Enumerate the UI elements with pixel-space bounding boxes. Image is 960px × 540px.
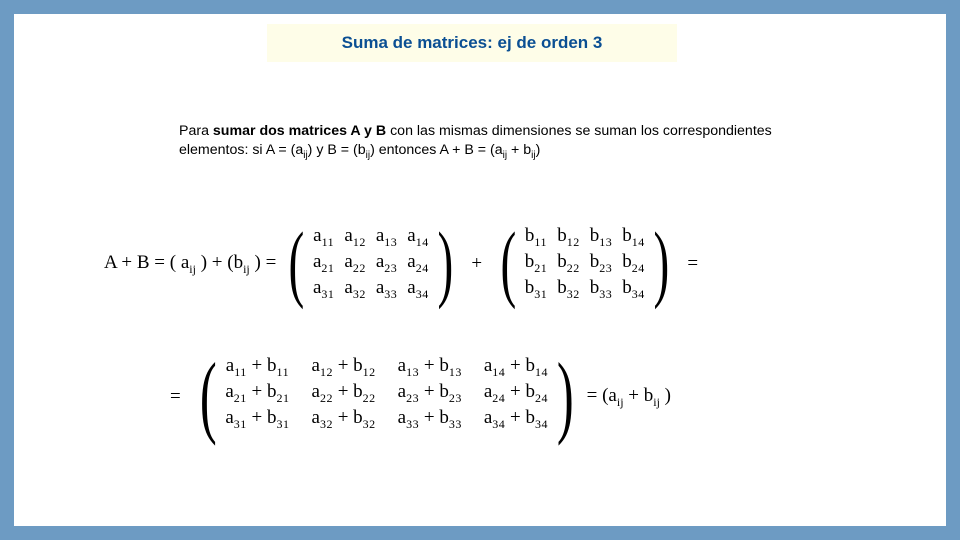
matrix-cell: a24 <box>407 251 428 276</box>
matrix-cell: b32 <box>557 277 580 302</box>
matrix-b-grid: b11 b12 b13 b14 b21 b22 b23 b24 b31 b32 b33 b34 <box>523 224 647 304</box>
equals-op-1: = <box>681 253 704 275</box>
lparen-sum: ( <box>200 352 217 438</box>
eq-r2-ij: ij <box>653 394 660 408</box>
matrix-sum-cell: a33 + b33 <box>398 407 462 432</box>
matrix-sum-cell: a12 + b12 <box>312 355 376 380</box>
matrix-cell: a23 <box>376 251 397 276</box>
rparen-a: ) <box>437 222 453 302</box>
matrix-sum-cell: a11 + b11 <box>226 355 289 380</box>
matrix-cell: b11 <box>525 225 547 250</box>
equation-line-2: = ( a11 + b11 a12 + b12 a13 + b13 a14 + b14… <box>164 354 671 440</box>
matrix-cell: b31 <box>525 277 548 302</box>
matrix-cell: a21 <box>313 251 334 276</box>
matrix-sum-cell: a24 + b24 <box>484 381 548 406</box>
matrix-cell: b33 <box>590 277 613 302</box>
eq-p2-ij: ij <box>243 261 250 275</box>
matrix-cell: a13 <box>376 225 397 250</box>
eq-p2: ) + (b <box>196 252 243 273</box>
matrix-cell: a34 <box>407 277 428 302</box>
matrix-cell: b21 <box>525 251 548 276</box>
matrix-cell: b23 <box>590 251 613 276</box>
matrix-cell: a31 <box>313 277 334 302</box>
equation-area: A + B = ( aij ) + (bij ) = ( a11a12a13a1… <box>14 14 946 526</box>
equals-op-2: = <box>164 386 187 408</box>
plus-op: + <box>465 253 488 275</box>
matrix-sum-cell: a23 + b23 <box>398 381 462 406</box>
matrix-cell: a33 <box>376 277 397 302</box>
matrix-cell: b12 <box>557 225 580 250</box>
matrix-sum-cell: a22 + b22 <box>312 381 376 406</box>
slide-frame: Suma de matrices: ej de orden 3 Para sum… <box>0 0 960 540</box>
matrix-a: ( a11 a12 a13 a14 a21 a22 a23 a24 a31 a32 a33 a34 ) <box>282 224 459 304</box>
matrix-a-grid: a11 a12 a13 a14 a21 a22 a23 a24 a31 a32 a33 a34 <box>311 224 431 304</box>
matrix-cell: b14 <box>622 225 645 250</box>
matrix-cell: b13 <box>590 225 613 250</box>
rparen-b: ) <box>653 222 669 302</box>
matrix-sum-cell: a31 + b31 <box>225 407 289 432</box>
eq-r2: + b <box>624 385 654 406</box>
eq-p3: ) = <box>250 252 277 273</box>
lparen-b: ( <box>501 222 517 302</box>
equation-line-1: A + B = ( aij ) + (bij ) = ( a11a12a13a1… <box>104 224 704 304</box>
matrix-cell: a11 <box>313 225 334 250</box>
matrix-sum: ( a11 + b11a12 + b12a13 + b13a14 + b14a2… <box>193 354 581 440</box>
rparen-sum: ) <box>557 352 574 438</box>
eq-p1: A + B = ( a <box>104 252 189 273</box>
matrix-cell: a12 <box>344 225 365 250</box>
matrix-cell: a22 <box>344 251 365 276</box>
eq-prefix: A + B = ( aij ) + (bij ) = <box>104 252 276 277</box>
matrix-cell: b34 <box>622 277 645 302</box>
eq-r1-ij: ij <box>617 394 624 408</box>
matrix-sum-cell: a32 + b32 <box>312 407 376 432</box>
matrix-b: ( b11 b12 b13 b14 b21 b22 b23 b24 b31 b32 b33 b34 ) <box>494 224 675 304</box>
matrix-sum-cell: a14 + b14 <box>484 355 548 380</box>
eq-r1: = (a <box>587 385 617 406</box>
matrix-sum-grid: a11 + b11 a12 + b12 a13 + b13 a14 + b14 a21 … <box>223 354 550 440</box>
matrix-sum-cell: a21 + b21 <box>225 381 289 406</box>
matrix-cell: b22 <box>557 251 580 276</box>
matrix-sum-cell: a34 + b34 <box>484 407 548 432</box>
eq-r3: ) <box>660 385 671 406</box>
matrix-cell: a14 <box>407 225 428 250</box>
matrix-cell: a32 <box>344 277 365 302</box>
lparen-a: ( <box>289 222 305 302</box>
eq-result: = (aij + bij ) <box>587 385 671 410</box>
eq-p1-ij: ij <box>189 261 196 275</box>
matrix-cell: b24 <box>622 251 645 276</box>
matrix-sum-cell: a13 + b13 <box>398 355 462 380</box>
